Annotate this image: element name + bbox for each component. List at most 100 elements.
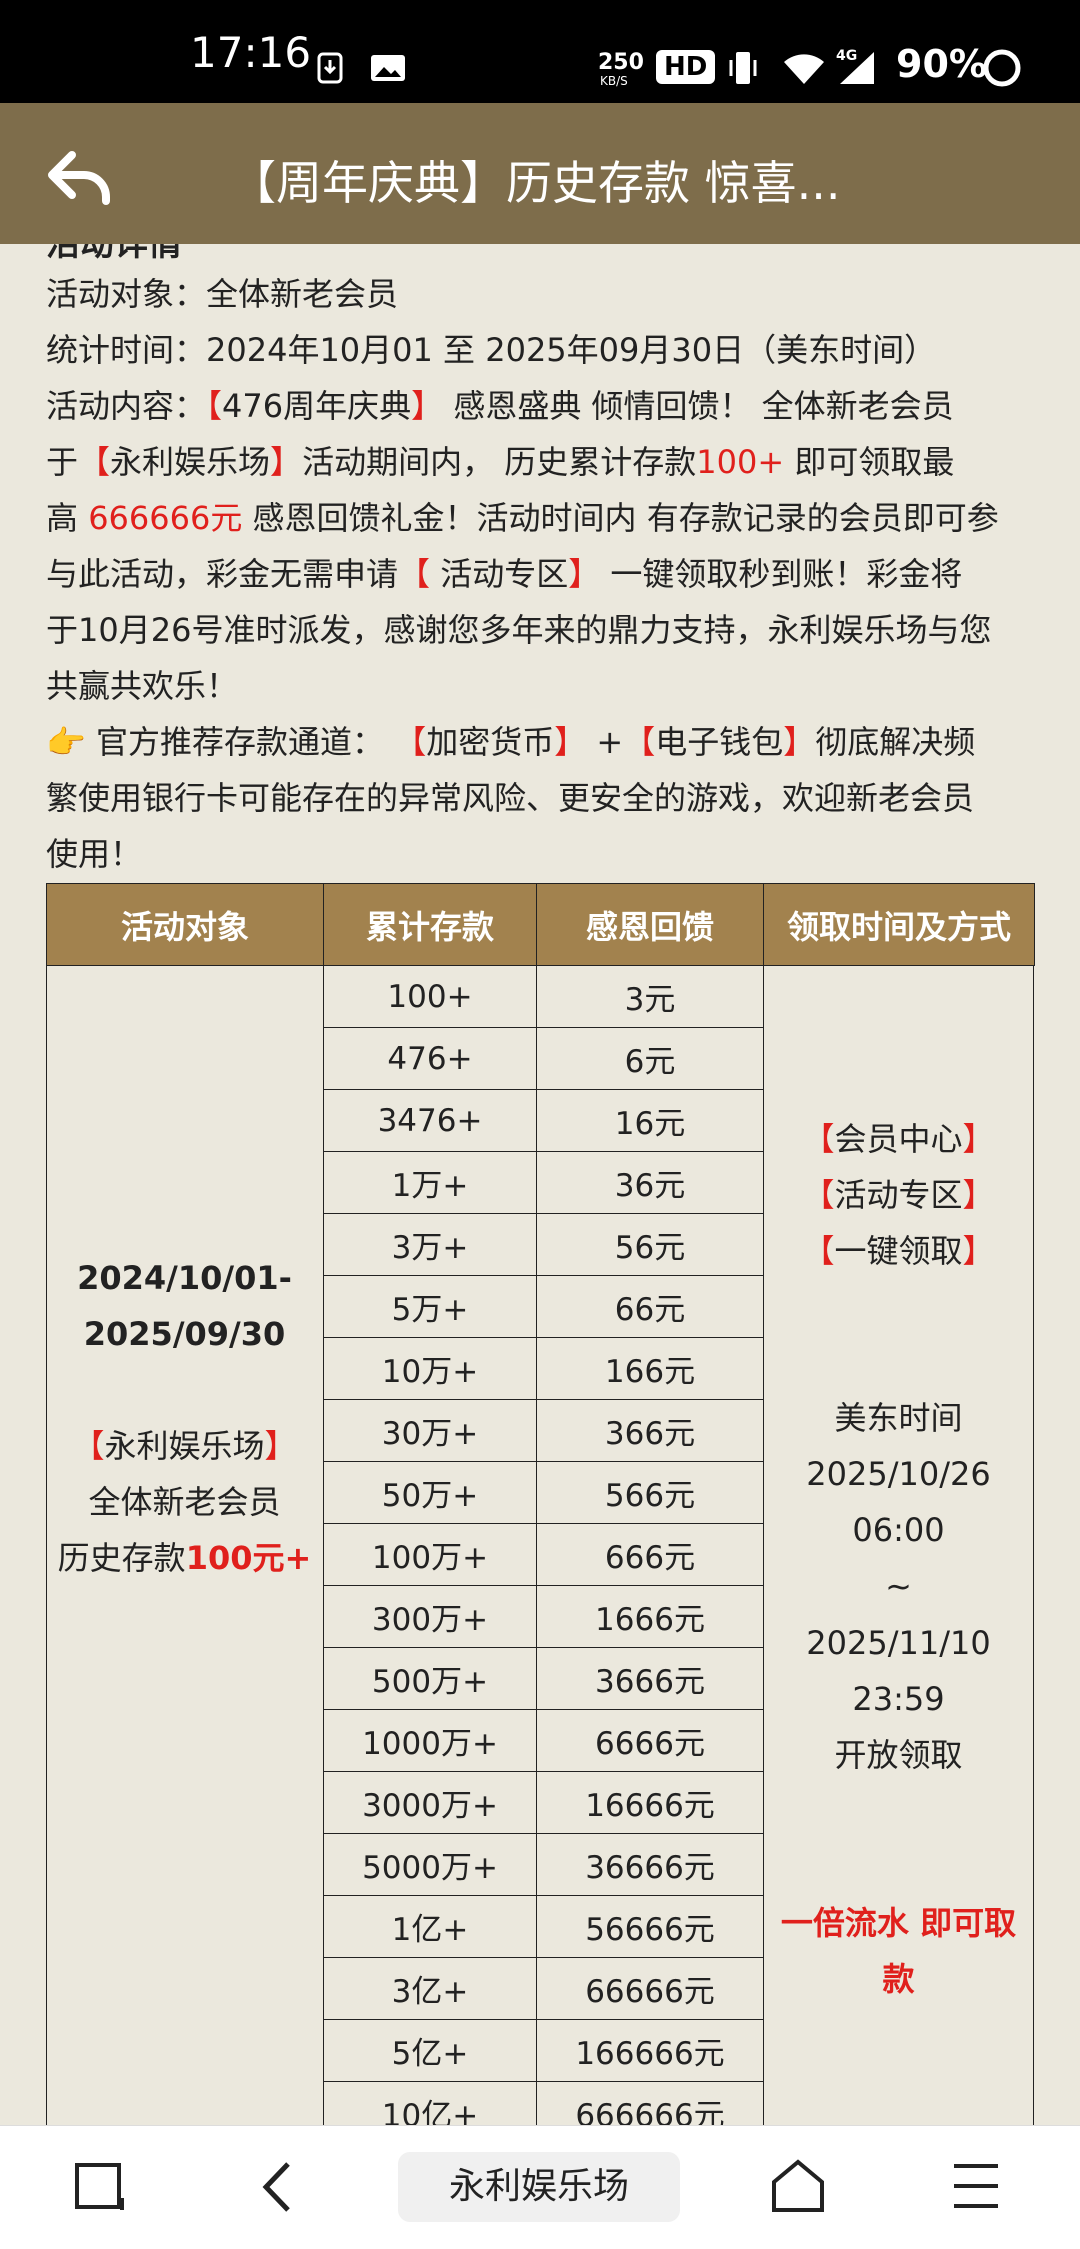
text-segment: 开放领取 [834,1736,963,1774]
text-segment: 繁使用银行卡可能存在的异常风险、更安全的游戏，欢迎新老会员 [46,779,975,817]
cell-text: 23:59 [763,1677,1034,1721]
cell-text: 开放领取 [763,1733,1034,1777]
status-bar: 17:16 250 KB/S HD 4G 90% [0,0,1080,103]
text-line: 共赢共欢乐！ [46,664,238,708]
table-cell: 36666元 [536,1833,764,1896]
table-cell: 3元 [536,965,764,1028]
clock: 17:16 [190,28,312,77]
table-cell: 6元 [536,1027,764,1090]
image-icon [371,55,405,81]
text-line: 👉 官方推荐存款通道： 【加密货币】 +【电子钱包】彻底解决频 [46,720,975,764]
table-header: 累计存款 [323,883,537,966]
home-button[interactable] [770,2158,826,2214]
text-segment: 一键领取 [834,1232,963,1270]
text-segment: 于10月26号准时派发，感谢您多年来的鼎力支持，永利娱乐场与您 [46,611,992,649]
text-segment: 【 [206,387,223,425]
table-cell: 6666元 [536,1709,764,1772]
text-segment: 【 [802,1176,835,1214]
tabs-button[interactable] [74,2162,130,2214]
text-segment: 全体新老会员 [88,1483,281,1521]
text-segment: 100+ [696,443,785,481]
table-cell: 5亿+ [323,2019,537,2082]
text-segment: 【 [398,555,431,593]
text-segment: 2025/11/10 [806,1624,991,1662]
text-segment: 统计时间：2024年10月01 至 2025年09月30日（美东时间） [46,331,937,369]
table-header: 活动对象 [46,883,324,966]
text-line: 高 666666元 感恩回馈礼金！活动时间内 有存款记录的会员即可参 [46,496,999,540]
table-cell: 166666元 [536,2019,764,2082]
text-segment: 电子钱包 [655,723,784,761]
text-segment: 】 [554,723,587,761]
text-segment: 06:00 [852,1511,945,1549]
text-segment: ~ [885,1567,912,1605]
text-segment: 活动专区 [834,1176,963,1214]
speed: 250 [598,50,644,75]
back-button[interactable] [46,149,112,205]
text-segment: 活动期间内， 历史累计存款 [302,443,697,481]
text-segment: 一键领取秒到账！彩金将 [600,555,963,593]
cell-text: 【活动专区】 [763,1173,1034,1217]
table-header: 领取时间及方式 [763,883,1035,966]
signal-icon [840,52,874,84]
text-segment: 】 [962,1120,995,1158]
text-segment: 【 [802,1232,835,1270]
text-segment: 👉 官方推荐存款通道： [46,723,395,761]
text-segment: 666666元 [88,499,243,537]
text-line: 使用！ [46,832,142,876]
text-segment: 永利娱乐场 [104,1427,265,1465]
text-segment: 】 [264,1427,297,1465]
vibrate-icon [729,52,757,84]
cell-text: 06:00 [763,1508,1034,1552]
table-cell: 3亿+ [323,1957,537,2020]
text-segment: 一倍流水 即可取 [780,1904,1017,1942]
table-cell: 666元 [536,1523,764,1586]
table-cell: 66666元 [536,1957,764,2020]
table-header: 感恩回馈 [536,883,764,966]
text-segment: 永利娱乐场 [110,443,271,481]
text-segment: 与此活动，彩金无需申请 [46,555,399,593]
text-segment: 【 [72,1427,105,1465]
address-bar[interactable]: 永利娱乐场 [398,2152,680,2222]
page-title: 【周年庆典】历史存款 惊喜... [230,156,841,210]
menu-button[interactable] [952,2162,1000,2210]
text-segment: 即可领取最 [784,443,955,481]
text-segment: 【 [394,723,427,761]
text-segment: 【 [802,1120,835,1158]
text-segment: 】 [411,387,444,425]
bottom-bar: 永利娱乐场 [0,2125,1080,2249]
table-cell: 30万+ [323,1399,537,1462]
cell-text: 美东时间 [763,1396,1034,1440]
table-cell: 16元 [536,1089,764,1152]
table-cell: 5万+ [323,1275,537,1338]
cell-text: 2025/11/10 [763,1621,1034,1665]
text-segment: 】 [568,555,601,593]
text-segment: 美东时间 [834,1399,963,1437]
cell-text: 历史存款100元+ [46,1536,323,1580]
table-cell: 5000万+ [323,1833,537,1896]
table-cell: 3万+ [323,1213,537,1276]
text-line: 繁使用银行卡可能存在的异常风险、更安全的游戏，欢迎新老会员 [46,776,974,820]
text-line: 统计时间：2024年10月01 至 2025年09月30日（美东时间） [46,328,936,372]
text-segment: 历史存款 [57,1539,186,1577]
text-segment: 共赢共欢乐！ [46,667,239,705]
table-cell: 50万+ [323,1461,537,1524]
back-nav[interactable] [258,2160,294,2214]
cell-text: 2025/10/26 [763,1452,1034,1496]
text-segment: 款 [882,1960,915,1998]
text-segment: 感恩回馈礼金！活动时间内 有存款记录的会员即可参 [242,499,999,537]
text-segment: 100元+ [185,1539,312,1577]
speed-unit: KB/S [600,74,628,88]
cell-text: ~ [763,1564,1034,1608]
battery: 90% [896,42,987,86]
text-segment: 【 [78,443,111,481]
text-segment: 2025/10/26 [806,1455,991,1493]
text-segment: 】 [962,1176,995,1214]
table-cell: 16666元 [536,1771,764,1834]
table-cell: 476+ [323,1027,537,1090]
cell-text: 款 [763,1957,1034,2001]
text-segment: 使用！ [46,835,143,873]
text-segment: 2025/09/30 [83,1315,286,1353]
table-cell: 1000万+ [323,1709,537,1772]
table-cell: 10万+ [323,1337,537,1400]
cell-text: 【一键领取】 [763,1229,1034,1273]
